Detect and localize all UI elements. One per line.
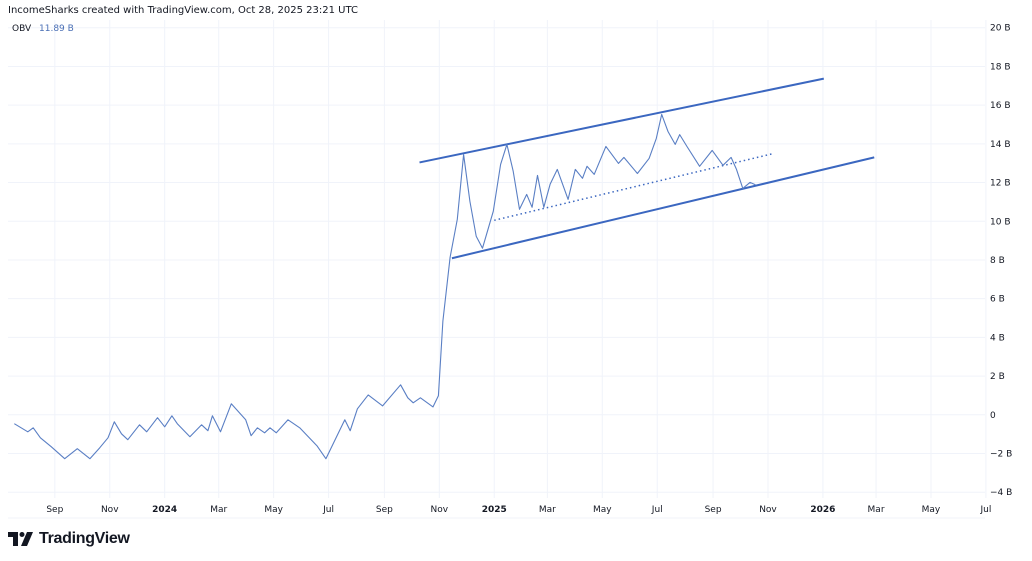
- x-tick-label: Mar: [868, 505, 885, 515]
- y-tick-label: 12 B: [990, 179, 1011, 189]
- series: [14, 113, 756, 460]
- y-tick-label: 16 B: [990, 101, 1011, 111]
- x-tick-label: Nov: [101, 505, 119, 515]
- tradingview-logo-icon: [8, 532, 33, 546]
- x-tick-label: May: [264, 505, 283, 515]
- y-tick-label: 2 B: [990, 372, 1005, 382]
- x-tick-label: 2024: [152, 505, 177, 515]
- y-tick-label: 0: [990, 411, 996, 421]
- y-axis: −4 B −2 B 0 2 B 4 B 6 B 8 B 10 B 12 B 14 B 16 B 18 …: [990, 24, 1012, 498]
- indicator-name: OBV: [12, 24, 32, 34]
- x-tick-label: Mar: [539, 505, 556, 515]
- x-tick-label: Jul: [651, 505, 663, 515]
- x-tick-label: 2025: [482, 505, 507, 515]
- y-tick-label: 4 B: [990, 333, 1005, 343]
- y-tick-label: 6 B: [990, 295, 1005, 305]
- x-tick-label: Jul: [322, 505, 334, 515]
- x-axis: Sep Nov 2024 Mar May Jul Sep Nov 2025 Mar May Jul Se…: [46, 505, 991, 515]
- x-tick-label: May: [922, 505, 941, 515]
- x-tick-label: Nov: [431, 505, 449, 515]
- brand-name: TradingView: [39, 530, 130, 547]
- mid-channel-line: [494, 152, 775, 222]
- x-tick-label: Sep: [376, 505, 393, 515]
- y-tick-label: −2 B: [990, 449, 1012, 459]
- y-tick-label: 10 B: [990, 217, 1011, 227]
- x-tick-label: Sep: [46, 505, 63, 515]
- y-tick-label: 14 B: [990, 140, 1011, 150]
- y-tick-label: 18 B: [990, 62, 1011, 72]
- x-tick-label: Jul: [979, 505, 991, 515]
- x-tick-label: 2026: [810, 505, 835, 515]
- indicator-legend[interactable]: OBV 11.89 B: [12, 24, 74, 34]
- x-tick-label: Sep: [705, 505, 722, 515]
- grid: [8, 20, 987, 519]
- obv-series-line: [14, 113, 756, 460]
- y-tick-label: −4 B: [990, 488, 1012, 498]
- chart-attribution: IncomeSharks created with TradingView.co…: [8, 5, 358, 16]
- y-tick-label: 8 B: [990, 256, 1005, 266]
- lower-channel-line: [451, 156, 875, 260]
- upper-channel-line: [419, 77, 825, 164]
- trendlines: [419, 77, 875, 260]
- indicator-value: 11.89 B: [39, 24, 74, 34]
- y-tick-label: 20 B: [990, 24, 1011, 34]
- x-tick-label: Nov: [759, 505, 777, 515]
- x-tick-label: Mar: [210, 505, 227, 515]
- tradingview-logo[interactable]: TradingView: [8, 530, 130, 548]
- x-tick-label: May: [593, 505, 612, 515]
